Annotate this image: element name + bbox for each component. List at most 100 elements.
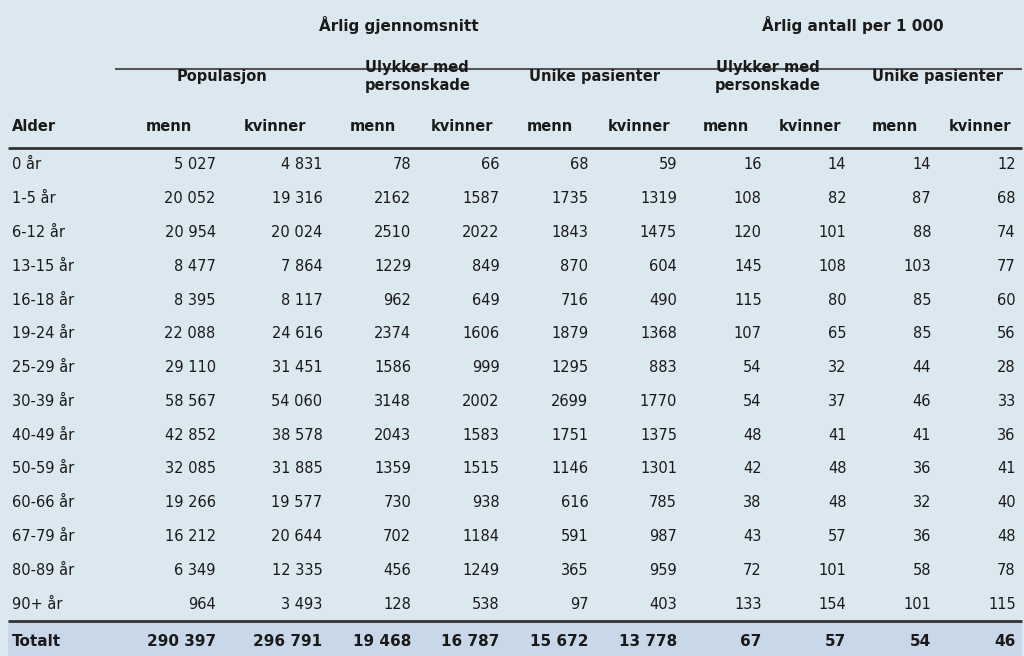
Text: Totalt: Totalt [12, 634, 61, 649]
Text: 20 954: 20 954 [165, 225, 216, 240]
Text: 43: 43 [743, 529, 762, 544]
Text: 36: 36 [912, 529, 931, 544]
Text: 2162: 2162 [374, 192, 412, 206]
Text: 72: 72 [743, 563, 762, 578]
Text: 999: 999 [472, 360, 500, 375]
Text: 290 397: 290 397 [146, 634, 216, 649]
Text: 38: 38 [743, 495, 762, 510]
Text: Årlig antall per 1 000: Årlig antall per 1 000 [762, 16, 943, 34]
Text: 54: 54 [743, 360, 762, 375]
Text: 19 266: 19 266 [165, 495, 216, 510]
Text: 4 831: 4 831 [282, 157, 323, 173]
Text: 28: 28 [997, 360, 1016, 375]
Text: 3148: 3148 [375, 394, 412, 409]
Text: 31 885: 31 885 [271, 461, 323, 476]
Text: 101: 101 [818, 225, 847, 240]
Text: 56: 56 [997, 326, 1016, 341]
Text: 7 864: 7 864 [281, 259, 323, 274]
Text: 403: 403 [649, 596, 677, 611]
Text: 65: 65 [828, 326, 847, 341]
Text: 37: 37 [828, 394, 847, 409]
Text: 108: 108 [818, 259, 847, 274]
Text: 38 578: 38 578 [271, 428, 323, 443]
Text: 962: 962 [383, 293, 412, 308]
Text: 1586: 1586 [374, 360, 412, 375]
Text: 1375: 1375 [640, 428, 677, 443]
Text: 2043: 2043 [374, 428, 412, 443]
Text: 66: 66 [481, 157, 500, 173]
Text: 19 577: 19 577 [271, 495, 323, 510]
Text: 32: 32 [912, 495, 931, 510]
Text: 13 778: 13 778 [618, 634, 677, 649]
Text: 42: 42 [743, 461, 762, 476]
Text: 616: 616 [561, 495, 589, 510]
Text: 16-18 år: 16-18 år [12, 293, 75, 308]
Text: 19 316: 19 316 [271, 192, 323, 206]
Text: 1606: 1606 [463, 326, 500, 341]
Text: 107: 107 [734, 326, 762, 341]
Text: 365: 365 [561, 563, 589, 578]
Text: 68: 68 [570, 157, 589, 173]
Text: 1587: 1587 [463, 192, 500, 206]
Text: 50-59 år: 50-59 år [12, 461, 75, 476]
Text: 30-39 år: 30-39 år [12, 394, 75, 409]
Text: 41: 41 [997, 461, 1016, 476]
Text: 54: 54 [910, 634, 931, 649]
Text: kvinner: kvinner [430, 119, 493, 134]
Text: menn: menn [871, 119, 919, 134]
Text: 154: 154 [818, 596, 847, 611]
Text: 20 644: 20 644 [271, 529, 323, 544]
Text: 101: 101 [818, 563, 847, 578]
Text: 1184: 1184 [463, 529, 500, 544]
Text: 41: 41 [912, 428, 931, 443]
Text: 67: 67 [740, 634, 762, 649]
Text: 15 672: 15 672 [529, 634, 589, 649]
Text: 40: 40 [997, 495, 1016, 510]
Text: 883: 883 [649, 360, 677, 375]
Text: 1301: 1301 [640, 461, 677, 476]
Text: 1515: 1515 [463, 461, 500, 476]
Text: 16: 16 [743, 157, 762, 173]
Text: 14: 14 [828, 157, 847, 173]
Text: Unike pasienter: Unike pasienter [529, 69, 660, 84]
Text: kvinner: kvinner [607, 119, 670, 134]
Text: 32: 32 [828, 360, 847, 375]
Text: 2510: 2510 [374, 225, 412, 240]
Text: Ulykker med
personskade: Ulykker med personskade [715, 60, 821, 93]
Text: 90+ år: 90+ år [12, 596, 62, 611]
Text: 46: 46 [912, 394, 931, 409]
Text: 1735: 1735 [551, 192, 589, 206]
Text: 24 616: 24 616 [271, 326, 323, 341]
Text: 74: 74 [997, 225, 1016, 240]
Text: 849: 849 [472, 259, 500, 274]
Text: kvinner: kvinner [779, 119, 842, 134]
Text: 870: 870 [560, 259, 589, 274]
Text: menn: menn [527, 119, 573, 134]
Text: kvinner: kvinner [948, 119, 1011, 134]
Text: 87: 87 [912, 192, 931, 206]
Text: 54 060: 54 060 [271, 394, 323, 409]
Text: 85: 85 [912, 326, 931, 341]
Text: 29 110: 29 110 [165, 360, 216, 375]
Text: 80: 80 [827, 293, 847, 308]
Text: 48: 48 [828, 495, 847, 510]
Text: Ulykker med
personskade: Ulykker med personskade [365, 60, 470, 93]
Text: 2022: 2022 [462, 225, 500, 240]
Text: 128: 128 [383, 596, 412, 611]
Text: 32 085: 32 085 [165, 461, 216, 476]
Text: 785: 785 [649, 495, 677, 510]
Text: 490: 490 [649, 293, 677, 308]
Text: 5 027: 5 027 [174, 157, 216, 173]
Text: 120: 120 [734, 225, 762, 240]
Text: 1295: 1295 [551, 360, 589, 375]
Text: 101: 101 [903, 596, 931, 611]
Text: 42 852: 42 852 [165, 428, 216, 443]
Text: 938: 938 [472, 495, 500, 510]
Text: 108: 108 [734, 192, 762, 206]
Text: 1146: 1146 [551, 461, 589, 476]
Text: 1229: 1229 [374, 259, 412, 274]
Text: 36: 36 [912, 461, 931, 476]
Text: 40-49 år: 40-49 år [12, 428, 75, 443]
Text: 1359: 1359 [375, 461, 412, 476]
Text: 1751: 1751 [551, 428, 589, 443]
